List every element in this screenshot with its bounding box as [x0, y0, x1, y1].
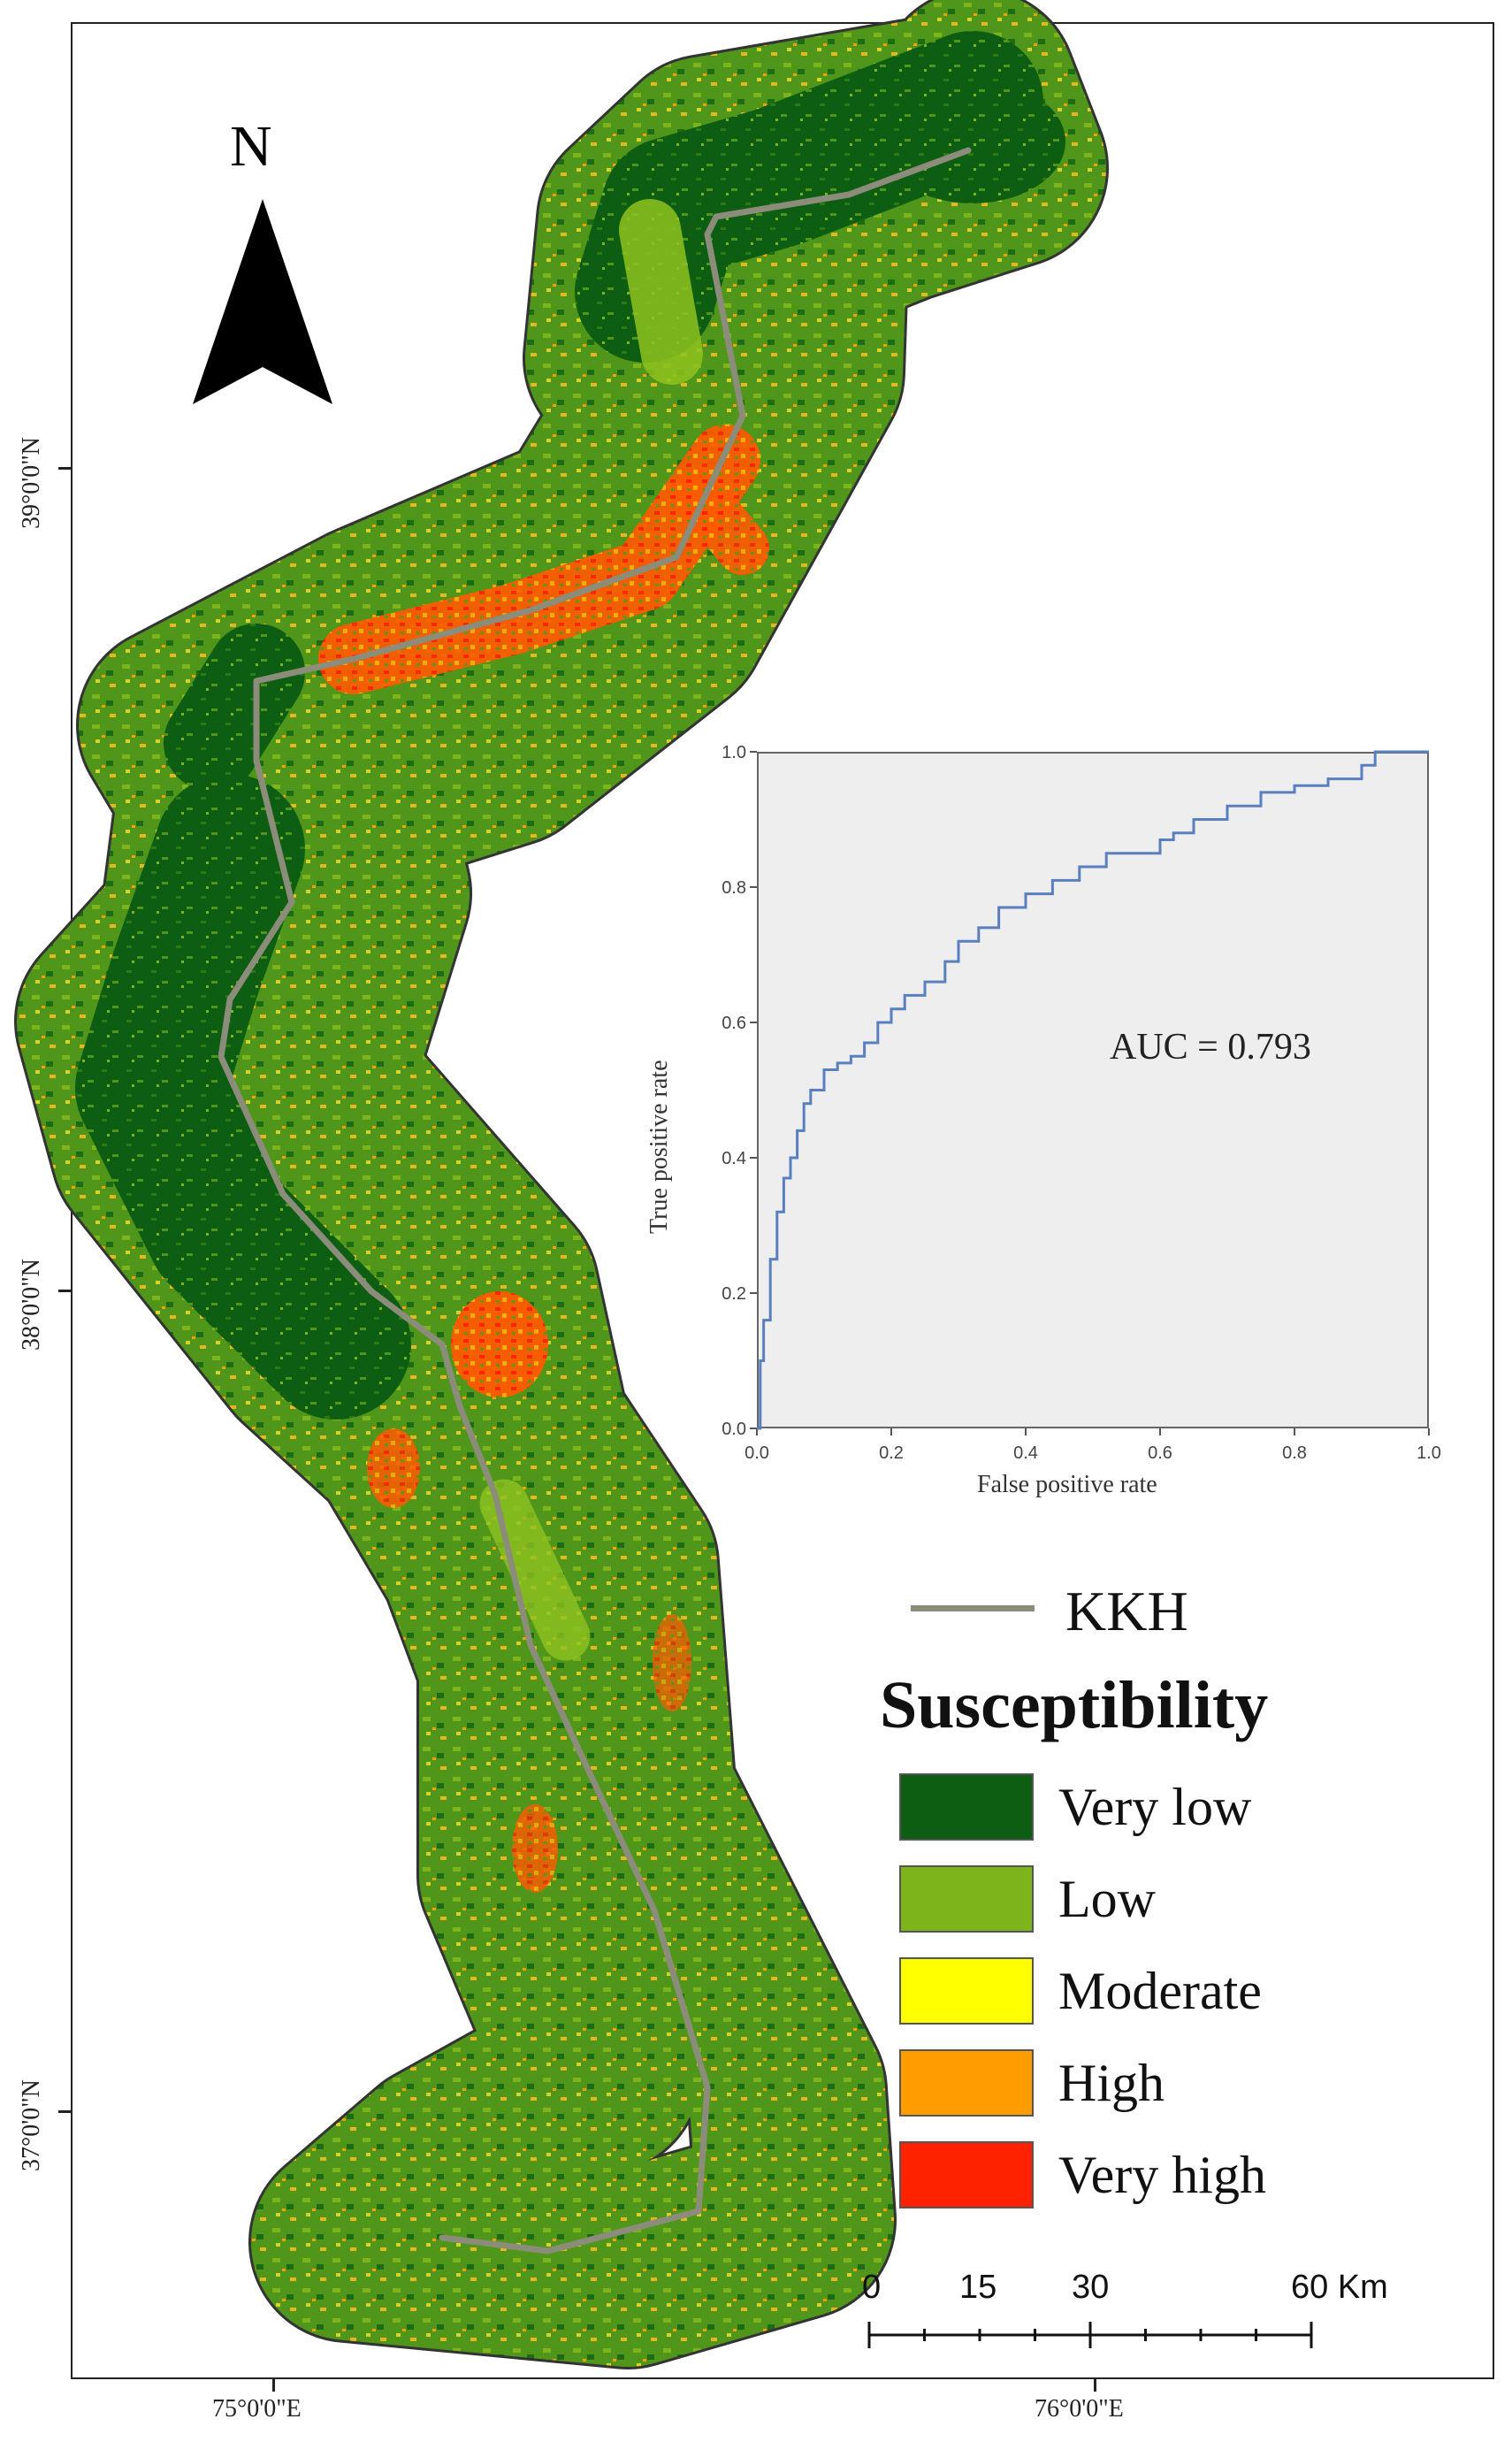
- very-low-zone-west: [164, 624, 305, 792]
- roc-x-tick-label: 1.0: [1417, 1443, 1441, 1463]
- kkh-route-line: [218, 147, 972, 2254]
- roc-x-tick-label: 0.6: [1148, 1443, 1172, 1463]
- scale-label-60: 60 Km: [1291, 2269, 1388, 2306]
- roc-inset-panel: [757, 752, 1429, 1428]
- legend-item-moderate: Moderate: [899, 1957, 1430, 2028]
- roc-x-tick-label: 0.8: [1282, 1443, 1307, 1463]
- roc-y-axis-label: True positive rate: [645, 1060, 673, 1235]
- legend-item-low: Low: [899, 1865, 1430, 1936]
- latitude-tick-37: [58, 2110, 71, 2113]
- kkh-legend-line: [911, 1605, 1035, 1611]
- high-zone-south-3: [653, 1614, 691, 1711]
- roc-y-tick-label: 0.6: [722, 1014, 746, 1033]
- legend-swatch-low: [899, 1865, 1034, 1933]
- legend-label-moderate: Moderate: [1058, 1962, 1262, 2020]
- roc-x-tick-label: 0.0: [745, 1443, 769, 1463]
- legend-title: Susceptibility: [880, 1668, 1269, 1742]
- latitude-tick-38: [58, 1290, 71, 1292]
- longitude-label-76: 76°0'0"E: [1035, 2395, 1124, 2423]
- roc-x-tick-label: 0.2: [879, 1443, 904, 1463]
- roc-y-tick-label: 0.8: [722, 878, 746, 898]
- legend-swatch-very-high: [899, 2141, 1034, 2209]
- roc-y-tick-label: 0.0: [722, 1420, 746, 1439]
- longitude-tick-75: [272, 2379, 275, 2392]
- legend-label-low: Low: [1058, 1870, 1156, 1928]
- scale-bar-ruler: [867, 2322, 1313, 2348]
- scale-label-15: 15: [959, 2269, 997, 2306]
- auc-annotation: AUC = 0.793: [1110, 1027, 1311, 1068]
- low-zone-north: [619, 199, 703, 385]
- roc-y-tick-label: 1.0: [722, 743, 746, 762]
- low-zone-south: [479, 1479, 591, 1661]
- legend-label-very-low: Very low: [1058, 1778, 1252, 1836]
- north-arrow-icon: [193, 199, 332, 404]
- very-low-zone-middle: [75, 774, 411, 1420]
- legend-label-high: High: [1058, 2054, 1165, 2112]
- longitude-label-75: 75°0'0"E: [212, 2395, 302, 2423]
- legend-item-very-high: Very high: [899, 2141, 1430, 2212]
- very-high-zone-central: [451, 1291, 548, 1397]
- very-low-zone-nose: [880, 80, 1065, 203]
- very-high-zone-pass: [672, 469, 769, 575]
- high-zone-south-1: [367, 1428, 420, 1508]
- legend-swatch-moderate: [899, 1957, 1034, 2025]
- roc-y-tick-label: 0.2: [722, 1284, 746, 1304]
- scale-label-0: 0: [862, 2269, 882, 2306]
- roc-chart: 0.0 0.2 0.4 0.6 0.8 1.0 0.0 0.2 0.4 0.6 0.8 1.0: [722, 743, 1441, 1463]
- legend-swatch-very-low: [899, 1773, 1034, 1841]
- legend-label-very-high: Very high: [1058, 2146, 1266, 2204]
- kkh-legend-label: KKH: [1065, 1580, 1188, 1642]
- scale-label-30: 30: [1072, 2269, 1110, 2306]
- high-zone-south-2: [512, 1804, 558, 1893]
- longitude-tick-76: [1094, 2379, 1096, 2392]
- roc-x-axis-label: False positive rate: [977, 1471, 1157, 1498]
- north-arrow-letter: N: [230, 114, 272, 179]
- roc-y-tick-label: 0.4: [722, 1149, 746, 1168]
- legend-item-very-low: Very low: [899, 1773, 1430, 1844]
- scale-bar: 0 15 30 60 Km: [862, 2269, 1388, 2366]
- roc-x-tick-label: 0.4: [1013, 1443, 1038, 1463]
- legend-item-high: High: [899, 2049, 1430, 2120]
- legend-swatch-high: [899, 2049, 1034, 2117]
- latitude-tick-39: [58, 467, 71, 470]
- roc-curve-line: [757, 750, 1429, 1430]
